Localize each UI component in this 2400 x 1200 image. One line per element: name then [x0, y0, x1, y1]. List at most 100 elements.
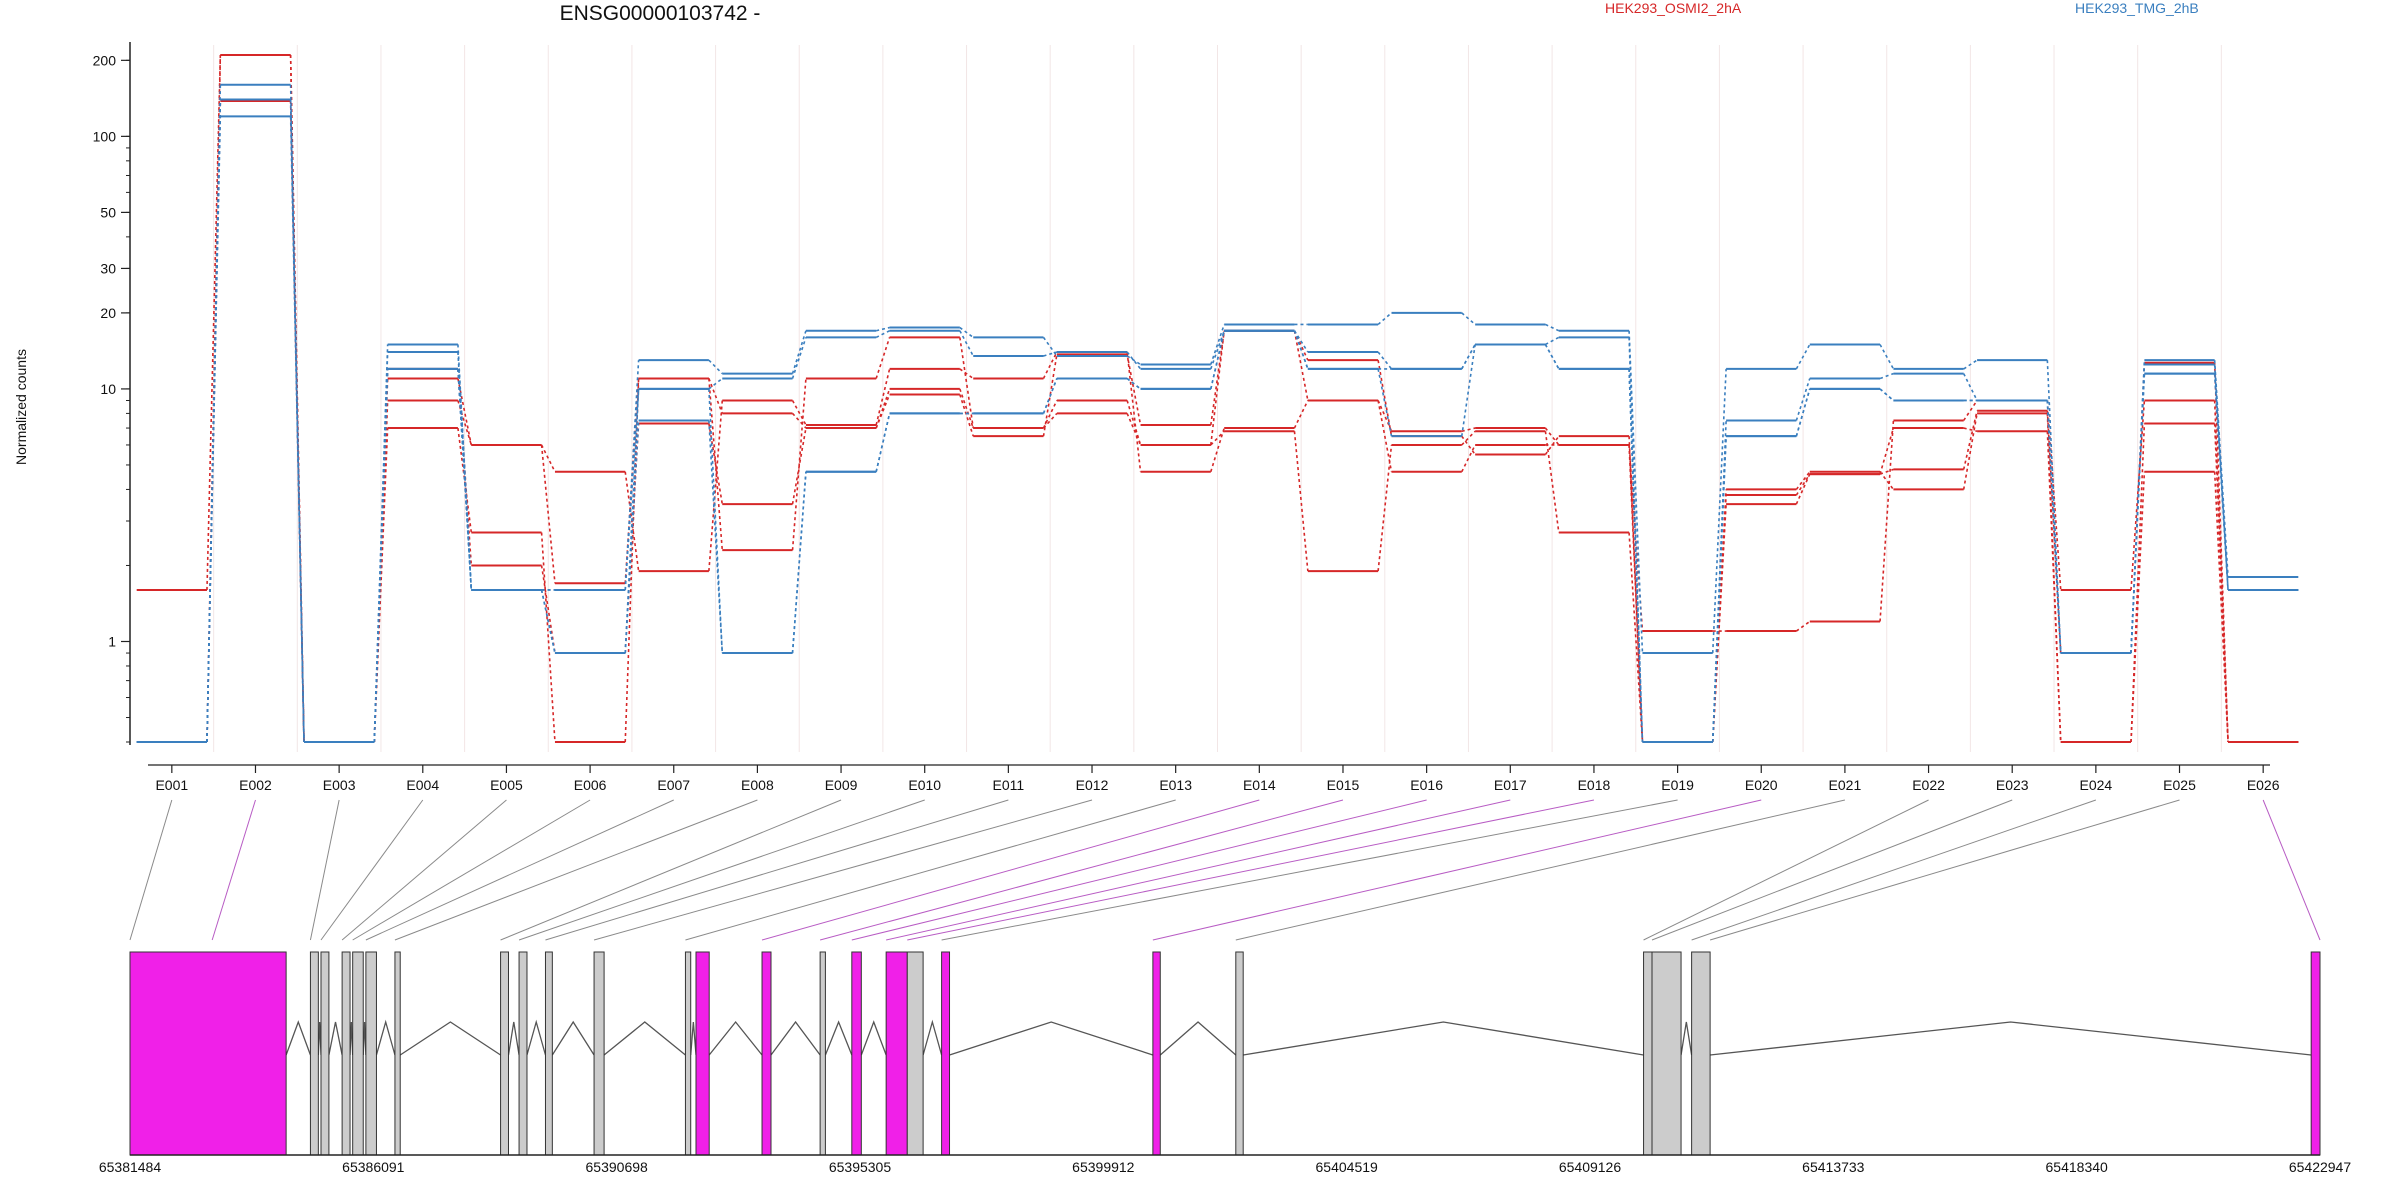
series-layer: [136, 53, 2299, 743]
series-connector: [1126, 400, 1142, 446]
exon-connector: [685, 799, 1176, 941]
y-tick-label: 200: [93, 52, 117, 68]
exon-connector: [1709, 799, 2180, 941]
exon-connector: [309, 799, 340, 941]
series-connector: [1795, 344, 1811, 370]
series-connector: [1879, 427, 1895, 475]
exon-block: [906, 951, 924, 1156]
series-connector: [791, 330, 807, 374]
exon-connector: [907, 799, 1595, 941]
intron-line: [1710, 1021, 2312, 1056]
y-tick-label: 10: [100, 381, 116, 397]
y-axis-label: Normalized counts: [13, 349, 29, 465]
exon-block: [1643, 951, 1653, 1156]
exon-connector: [365, 799, 674, 941]
exon-connector: [593, 799, 1093, 941]
exon-block: [593, 951, 605, 1156]
exon-connector: [761, 799, 1260, 941]
x-tick-label: E003: [323, 777, 356, 793]
series-connector: [1962, 373, 1978, 401]
exon-block: [352, 951, 364, 1156]
y-axis: 1 10 20 30 50 100 200: [93, 42, 131, 745]
intron-line: [507, 1021, 520, 1056]
series-connector: [1879, 372, 1894, 380]
x-tick-label: E016: [1410, 777, 1443, 793]
exon-block: [1235, 951, 1244, 1156]
series-connector: [540, 444, 556, 584]
x-tick-label: E019: [1661, 777, 1694, 793]
series-connector: [2046, 431, 2062, 743]
series-connector: [457, 378, 473, 446]
genomic-coordinate-axis: 65381484 65386091 65390698 65395305 65399912…: [99, 1154, 2351, 1175]
x-tick-label: E009: [825, 777, 858, 793]
series-connector: [1545, 323, 1560, 332]
series-connector: [2046, 410, 2062, 654]
x-axis: E001 E002 E003 E004 E005 E006 E007 E008 E009 E010…: [148, 764, 2280, 793]
highlighted-exon: [885, 951, 908, 1156]
y-tick-label: 30: [100, 260, 116, 276]
series-connector: [1711, 495, 1727, 743]
legend-entry-osmi2: HEK293_OSMI2_2hA: [1605, 0, 1742, 16]
series-connector: [2130, 373, 2146, 654]
series-connector: [1210, 330, 1225, 426]
series-connector: [875, 413, 891, 472]
series-connector: [206, 54, 222, 590]
series-connector: [1879, 344, 1895, 370]
series-connector: [2046, 360, 2062, 654]
x-tick-label: E024: [2080, 777, 2113, 793]
series-connector: [1795, 388, 1811, 437]
intron-line: [399, 1021, 501, 1056]
series-connector: [1963, 400, 1978, 421]
series-connector: [1377, 360, 1393, 437]
series-connector: [1293, 330, 1309, 361]
x-tick-label: E026: [2247, 777, 2280, 793]
series-connector: [540, 565, 556, 654]
series-connector: [1962, 410, 1978, 470]
exon-connector: [2262, 799, 2321, 941]
series-8: [136, 98, 2299, 743]
exon-connector: [886, 799, 1511, 941]
coord-tick-label: 65381484: [99, 1159, 162, 1175]
exon-connector: [500, 799, 842, 941]
series-connector: [624, 378, 640, 743]
x-tick-label: E021: [1829, 777, 1862, 793]
series-connector: [206, 99, 222, 743]
series-connector: [457, 368, 473, 590]
intron-line: [1243, 1021, 1644, 1056]
exon-block: [819, 951, 826, 1156]
series-connector: [624, 471, 640, 572]
x-tick-label: E015: [1327, 777, 1360, 793]
exon-connector: [129, 799, 173, 941]
highlighted-exon: [695, 951, 710, 1156]
exon-connector: [1651, 799, 2013, 941]
exon-connector: [352, 799, 591, 941]
intron-line: [328, 1021, 343, 1056]
intron-line: [551, 1020, 595, 1056]
series-connector: [1043, 351, 1058, 357]
highlighted-exon: [2310, 951, 2321, 1156]
series-connector: [2130, 400, 2146, 590]
x-tick-label: E023: [1996, 777, 2029, 793]
series-connector: [624, 420, 640, 654]
coord-tick-label: 65404519: [1316, 1159, 1379, 1175]
exon-block: [544, 951, 553, 1156]
series-connector: [1461, 312, 1476, 326]
exon-connector: [545, 799, 1009, 941]
series-connector: [875, 368, 891, 426]
intron-line: [526, 1019, 547, 1056]
coord-tick-label: 65399912: [1072, 1159, 1135, 1175]
series-connector: [1042, 400, 1058, 429]
series-connector: [1126, 355, 1141, 366]
coord-tick-label: 65395305: [829, 1159, 892, 1175]
exon-connector: [1691, 799, 2097, 941]
intron-line: [949, 1021, 1154, 1056]
series-connector: [959, 368, 974, 380]
intron-line: [922, 1019, 943, 1056]
y-tick-label: 1: [108, 633, 116, 649]
series-connector: [1461, 344, 1476, 370]
series-connector: [1544, 344, 1560, 370]
intron-line: [375, 1019, 396, 1056]
exon-block: [1651, 951, 1682, 1156]
series-connector: [1879, 471, 1895, 490]
series-connector: [875, 337, 891, 379]
